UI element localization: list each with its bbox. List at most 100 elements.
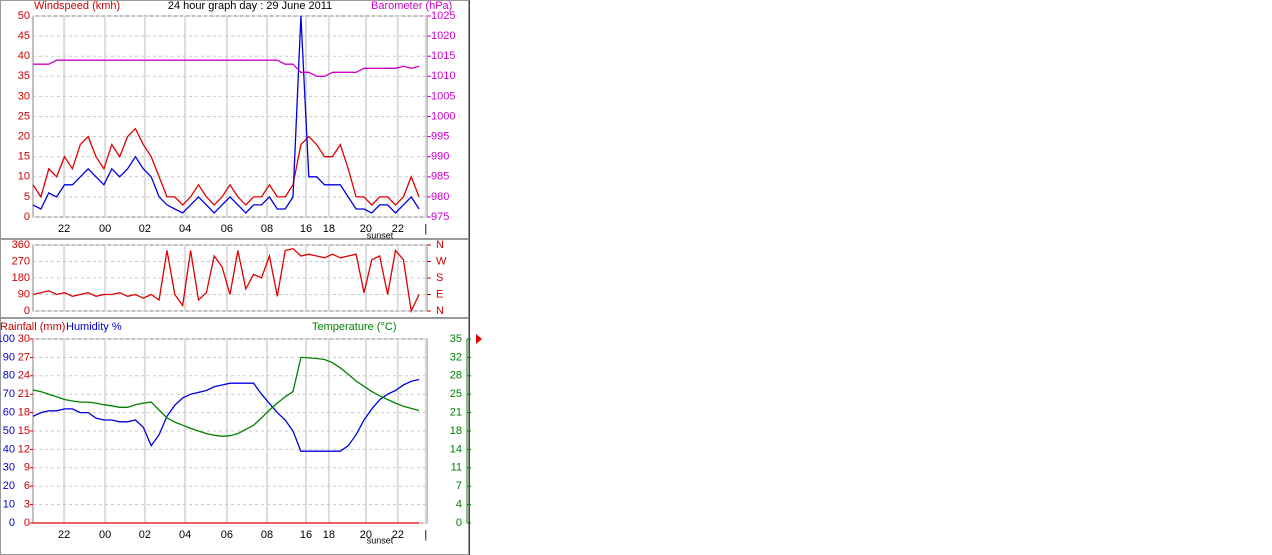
y3-tick-label: 24 xyxy=(18,370,30,382)
x-tick-label: 02 xyxy=(139,529,151,541)
y2-tick-label: 1020 xyxy=(431,30,455,42)
y-tick-label: 40 xyxy=(3,443,15,455)
y2-tick-label: N xyxy=(436,239,444,251)
y2-tick-label: N xyxy=(436,305,444,317)
y3-tick-label: 15 xyxy=(18,425,30,437)
y2-axis-title: Barometer (hPa) xyxy=(371,0,452,12)
y2-tick-label: 980 xyxy=(431,191,449,203)
y-tick-label: 10 xyxy=(18,171,30,183)
y-tick-label: 70 xyxy=(3,388,15,400)
x-tick-label: 22 xyxy=(392,529,404,541)
y3-axis-title: Rainfall (mm) xyxy=(0,321,65,333)
x-tick-label: 08 xyxy=(261,223,273,235)
y2-tick-label: 990 xyxy=(431,151,449,163)
y-tick-label: 180 xyxy=(12,272,30,284)
x-tick-label: 22 xyxy=(392,223,404,235)
y-tick-label: 10 xyxy=(3,499,15,511)
y3-tick-label: 18 xyxy=(18,407,30,419)
y2-tick-label: 1005 xyxy=(431,90,455,102)
y2-tick-label: 25 xyxy=(450,388,462,400)
y3-tick-label: 6 xyxy=(24,480,30,492)
y2-tick-label: 975 xyxy=(431,211,449,223)
x-tick-label: 00 xyxy=(99,529,111,541)
y-tick-label: 50 xyxy=(3,425,15,437)
y2-tick-label: 1000 xyxy=(431,110,455,122)
y-tick-label: 20 xyxy=(3,480,15,492)
series-line xyxy=(32,15,420,214)
series-line xyxy=(32,127,420,206)
y-tick-label: 35 xyxy=(18,70,30,82)
y-tick-label: 45 xyxy=(18,30,30,42)
x-tick-label: 06 xyxy=(221,223,233,235)
series-line xyxy=(32,378,420,452)
y-tick-label: 50 xyxy=(18,10,30,22)
series-line xyxy=(32,356,420,437)
x-tick-label: 18 xyxy=(323,223,335,235)
x-tick-label: 04 xyxy=(179,529,191,541)
y-axis-title: Humidity % xyxy=(66,321,122,333)
y-tick-label: 360 xyxy=(12,239,30,251)
y-axis-title: Windspeed (kmh) xyxy=(34,0,120,12)
y2-tick-label: 32 xyxy=(450,351,462,363)
y-tick-label: 80 xyxy=(3,370,15,382)
y2-tick-label: E xyxy=(436,288,443,300)
y3-tick-label: 12 xyxy=(18,443,30,455)
y-tick-label: 100 xyxy=(0,333,15,345)
x-tick-label: | xyxy=(424,223,427,235)
y2-axis-title: Temperature (°C) xyxy=(312,321,396,333)
x-tick-label: 22 xyxy=(58,223,70,235)
annotation: sunset xyxy=(367,230,394,240)
y-tick-label: 0 xyxy=(9,517,15,529)
y-tick-label: 60 xyxy=(3,407,15,419)
x-tick-label: 08 xyxy=(261,529,273,541)
y-tick-label: 30 xyxy=(18,90,30,102)
series-line xyxy=(32,247,420,314)
y-tick-label: 270 xyxy=(12,255,30,267)
x-tick-label: 22 xyxy=(58,529,70,541)
y-tick-label: 15 xyxy=(18,151,30,163)
series-line xyxy=(33,59,420,77)
y-tick-label: 90 xyxy=(3,351,15,363)
y2-tick-label: 995 xyxy=(431,131,449,143)
x-tick-label: 00 xyxy=(99,223,111,235)
y2-tick-label: 28 xyxy=(450,370,462,382)
annotation: sunset xyxy=(367,535,394,545)
y2-tick-label: 4 xyxy=(456,499,462,511)
x-tick-label: 18 xyxy=(323,529,335,541)
x-tick-label: 16 xyxy=(300,223,312,235)
marker-triangle xyxy=(476,334,482,344)
y2-tick-label: 985 xyxy=(431,171,449,183)
y3-tick-label: 3 xyxy=(24,499,30,511)
y2-tick-label: 1010 xyxy=(431,70,455,82)
x-tick-label: 06 xyxy=(221,529,233,541)
y-tick-label: 40 xyxy=(18,50,30,62)
y3-tick-label: 30 xyxy=(18,333,30,345)
y2-tick-label: 7 xyxy=(456,480,462,492)
y2-tick-label: 21 xyxy=(450,407,462,419)
y-tick-label: 0 xyxy=(24,211,30,223)
x-tick-label: 16 xyxy=(300,529,312,541)
y2-tick-label: 11 xyxy=(451,462,462,474)
y3-tick-label: 21 xyxy=(18,388,30,400)
y3-tick-label: 9 xyxy=(24,462,30,474)
y2-tick-label: 14 xyxy=(450,443,462,455)
plot-area xyxy=(32,15,428,218)
x-tick-label: 20 xyxy=(360,529,372,541)
y-tick-label: 25 xyxy=(18,110,30,122)
y2-tick-label: 1015 xyxy=(431,50,455,62)
y-tick-label: 0 xyxy=(24,305,30,317)
panel-frame xyxy=(0,239,469,318)
x-tick-label: 04 xyxy=(179,223,191,235)
plot-area xyxy=(32,338,428,524)
x-tick-label: | xyxy=(424,529,427,541)
y2-tick-label: S xyxy=(436,272,443,284)
y-tick-label: 90 xyxy=(18,288,30,300)
y-tick-label: 30 xyxy=(3,462,15,474)
panel-frame xyxy=(0,0,469,239)
y3-tick-label: 27 xyxy=(18,351,30,363)
y2-tick-label: 1025 xyxy=(431,10,455,22)
y3-tick-label: 0 xyxy=(24,517,30,529)
chart-title: 24 hour graph day : 29 June 2011 xyxy=(168,0,332,12)
x-tick-label: 02 xyxy=(139,223,151,235)
